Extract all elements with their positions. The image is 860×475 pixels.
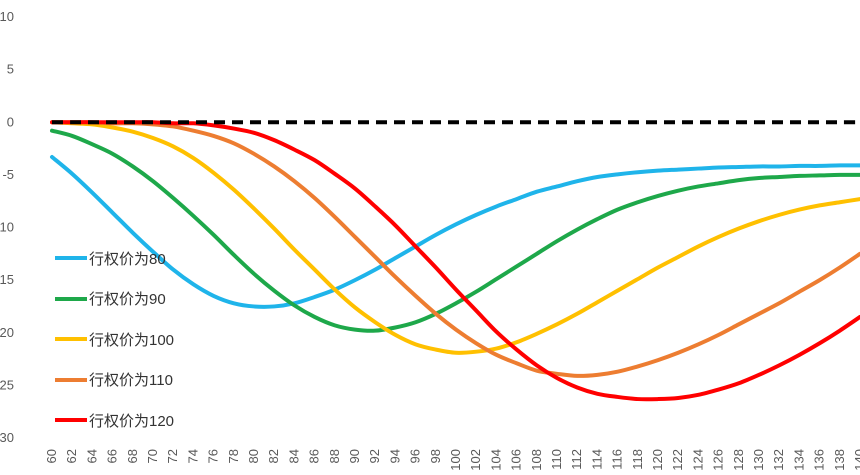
legend-item: 行权价为90 bbox=[55, 289, 174, 309]
x-tick-label: 60 bbox=[44, 449, 59, 463]
x-tick-label: 76 bbox=[206, 449, 221, 463]
x-tick-label: 82 bbox=[266, 449, 281, 463]
x-tick-label: 68 bbox=[125, 449, 140, 463]
legend-item: 行权价为100 bbox=[55, 329, 174, 349]
x-tick-label: 128 bbox=[731, 449, 746, 471]
x-tick-label: 118 bbox=[630, 449, 645, 470]
legend-label: 行权价为100 bbox=[89, 331, 175, 349]
legend-item: 行权价为120 bbox=[55, 410, 174, 430]
x-tick-label: 122 bbox=[670, 449, 685, 471]
y-tick-label: -30 bbox=[0, 430, 14, 445]
legend-label: 行权价为110 bbox=[89, 372, 173, 389]
x-tick-label: 92 bbox=[367, 449, 382, 463]
legend-label: 行权价为90 bbox=[89, 291, 166, 308]
x-tick-label: 100 bbox=[448, 449, 463, 471]
x-tick-label: 124 bbox=[690, 449, 705, 471]
y-tick-label: -20 bbox=[0, 325, 14, 340]
x-tick-label: 104 bbox=[488, 449, 503, 471]
x-tick-label: 110 bbox=[549, 449, 564, 470]
x-tick-label: 130 bbox=[751, 449, 766, 471]
y-axis: 10 5 0 -5 -10 -15 -20 -25 -30 bbox=[0, 9, 14, 445]
x-tick-label: 78 bbox=[226, 449, 241, 463]
x-tick-label: 134 bbox=[791, 449, 806, 471]
x-tick-label: 66 bbox=[105, 449, 120, 463]
x-tick-label: 88 bbox=[327, 449, 342, 463]
x-tick-label: 114 bbox=[589, 449, 604, 470]
legend-label: 行权价为120 bbox=[89, 412, 175, 430]
x-tick-label: 132 bbox=[771, 449, 786, 471]
x-tick-label: 116 bbox=[610, 449, 625, 470]
x-tick-label: 98 bbox=[428, 449, 443, 463]
x-tick-label: 102 bbox=[468, 449, 483, 471]
y-tick-label: 10 bbox=[0, 9, 14, 24]
legend-swatch bbox=[55, 337, 87, 341]
x-tick-label: 112 bbox=[569, 449, 584, 470]
x-tick-label: 136 bbox=[812, 449, 827, 471]
legend-swatch bbox=[55, 377, 87, 382]
series-line bbox=[50, 120, 860, 378]
x-tick-label: 80 bbox=[246, 449, 261, 463]
series-line bbox=[50, 154, 860, 309]
y-tick-label: -15 bbox=[0, 272, 14, 287]
x-tick-label: 140 bbox=[852, 449, 860, 471]
x-tick-label: 72 bbox=[165, 449, 180, 463]
y-tick-label: -25 bbox=[0, 377, 14, 392]
x-tick-label: 120 bbox=[650, 449, 665, 471]
legend: 行权价为80 行权价为90 行权价为100 行权价为110 行权价为120 bbox=[55, 248, 174, 451]
y-tick-label: 5 bbox=[7, 62, 14, 77]
series-line bbox=[50, 120, 860, 355]
x-tick-label: 126 bbox=[711, 449, 726, 471]
y-tick-label: 0 bbox=[7, 114, 14, 129]
legend-item: 行权价为80 bbox=[55, 248, 174, 268]
legend-item: 行权价为110 bbox=[55, 370, 174, 390]
x-tick-label: 70 bbox=[145, 449, 160, 463]
x-tick-label: 106 bbox=[509, 449, 524, 471]
x-tick-label: 86 bbox=[307, 449, 322, 463]
series-line bbox=[50, 128, 860, 333]
x-axis: 60 62 64 66 68 70 72 74 76 78 80 82 84 86 88 90 92 94 96 98… bbox=[44, 449, 860, 471]
y-tick-label: -5 bbox=[2, 167, 14, 182]
x-tick-label: 84 bbox=[286, 449, 301, 463]
x-tick-label: 94 bbox=[387, 449, 402, 463]
legend-swatch bbox=[55, 418, 87, 422]
x-tick-label: 62 bbox=[64, 449, 79, 463]
x-tick-label: 64 bbox=[84, 449, 99, 463]
plot-area bbox=[50, 120, 860, 402]
y-tick-label: -10 bbox=[0, 220, 14, 235]
x-tick-label: 108 bbox=[529, 449, 544, 471]
legend-swatch bbox=[55, 256, 87, 260]
x-tick-label: 74 bbox=[185, 449, 200, 463]
x-tick-label: 138 bbox=[832, 449, 847, 471]
x-tick-label: 96 bbox=[408, 449, 423, 463]
legend-swatch bbox=[55, 296, 87, 301]
x-tick-label: 90 bbox=[347, 449, 362, 463]
legend-label: 行权价为80 bbox=[89, 250, 166, 268]
